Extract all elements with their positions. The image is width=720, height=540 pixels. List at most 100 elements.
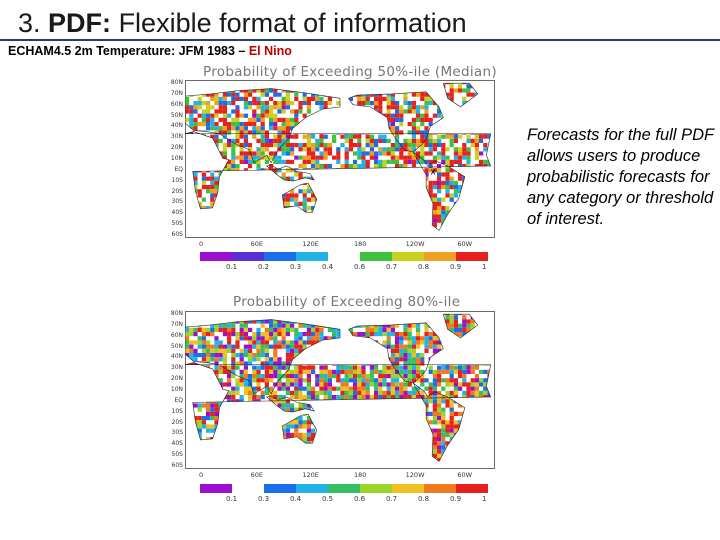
probability-cell xyxy=(466,88,471,93)
probability-cell xyxy=(235,130,240,135)
probability-cell xyxy=(235,92,240,97)
probability-cell xyxy=(210,180,215,185)
probability-cell xyxy=(311,340,316,345)
probability-cell xyxy=(210,117,215,122)
probability-cell xyxy=(281,101,286,106)
probability-cell xyxy=(189,130,194,135)
probability-cell xyxy=(386,117,391,122)
probability-cell xyxy=(277,151,282,156)
probability-cell xyxy=(323,101,328,106)
probability-cell xyxy=(222,126,227,131)
probability-cell xyxy=(290,101,295,106)
probability-cell xyxy=(189,105,194,110)
probability-cell xyxy=(466,369,471,374)
lat-tick-label: 30S xyxy=(171,429,183,437)
probability-cell xyxy=(269,126,274,131)
probability-cell xyxy=(252,386,257,391)
probability-cell xyxy=(416,151,421,156)
probability-cell xyxy=(197,428,202,433)
probability-cell xyxy=(306,369,311,374)
probability-cell xyxy=(235,134,240,139)
probability-cell xyxy=(441,449,446,454)
probability-cell xyxy=(197,424,202,429)
probability-cell xyxy=(453,83,458,85)
probability-cell xyxy=(285,424,290,429)
probability-cell xyxy=(361,369,366,374)
probability-cell xyxy=(395,336,400,341)
probability-cell xyxy=(273,88,278,93)
probability-cell xyxy=(470,386,475,391)
probability-cell xyxy=(424,130,429,135)
colorbar-segment xyxy=(360,252,392,261)
probability-cell xyxy=(201,416,206,421)
probability-cell xyxy=(260,344,265,349)
probability-cell xyxy=(437,151,442,156)
probability-cell xyxy=(378,369,383,374)
probability-cell xyxy=(222,105,227,110)
probability-cell xyxy=(222,365,227,370)
slide-title-bold: PDF: xyxy=(48,8,112,38)
probability-cell xyxy=(407,395,412,400)
probability-cell xyxy=(348,327,353,332)
probability-cell xyxy=(428,411,433,416)
probability-cell xyxy=(483,138,488,143)
probability-cell xyxy=(269,155,274,160)
probability-cell xyxy=(428,109,433,114)
probability-cell xyxy=(256,126,261,131)
probability-cell xyxy=(281,113,286,118)
probability-cell xyxy=(298,147,303,152)
probability-cell xyxy=(193,416,198,421)
probability-cell xyxy=(365,96,370,101)
probability-cell xyxy=(449,176,454,181)
probability-cell xyxy=(302,365,307,370)
probability-cell xyxy=(231,369,236,374)
probability-cell xyxy=(311,138,316,143)
probability-cell xyxy=(315,378,320,383)
probability-cell xyxy=(458,143,463,148)
probability-cell xyxy=(353,151,358,156)
probability-cell xyxy=(344,378,349,383)
probability-cell xyxy=(248,155,253,160)
probability-cell xyxy=(336,147,341,152)
probability-cell xyxy=(260,319,265,324)
probability-cell xyxy=(340,386,345,391)
probability-cell xyxy=(197,105,202,110)
probability-cell xyxy=(306,101,311,106)
probability-cell xyxy=(210,403,215,408)
probability-cell xyxy=(311,164,316,169)
probability-cell xyxy=(445,176,450,181)
probability-cell xyxy=(315,374,320,379)
probability-cell xyxy=(185,340,190,345)
probability-cell xyxy=(273,382,278,387)
probability-cell xyxy=(390,365,395,370)
probability-cell xyxy=(416,357,421,362)
probability-cell xyxy=(264,336,269,341)
probability-cell xyxy=(306,437,311,442)
probability-cell xyxy=(441,441,446,446)
probability-cell xyxy=(336,159,341,164)
probability-cell xyxy=(243,319,248,324)
probability-cell xyxy=(294,117,299,122)
probability-cell xyxy=(441,437,446,442)
probability-cell xyxy=(197,340,202,345)
probability-cell xyxy=(437,365,442,370)
probability-cell xyxy=(201,327,206,332)
probability-cell xyxy=(348,143,353,148)
probability-cell xyxy=(260,361,265,366)
colorbar-label: 0.3 xyxy=(258,495,270,503)
probability-cell xyxy=(222,353,227,358)
probability-cell xyxy=(285,399,290,404)
probability-cell xyxy=(218,138,223,143)
probability-cell xyxy=(252,353,257,358)
probability-cell xyxy=(390,395,395,400)
probability-cell xyxy=(474,378,479,383)
probability-cell xyxy=(252,130,257,135)
probability-cell xyxy=(281,382,286,387)
probability-cell xyxy=(382,382,387,387)
title-underline xyxy=(0,39,720,41)
probability-cell xyxy=(306,92,311,97)
probability-cell xyxy=(273,361,278,366)
probability-cell xyxy=(185,96,190,101)
probability-cell xyxy=(197,344,202,349)
probability-cell xyxy=(386,101,391,106)
